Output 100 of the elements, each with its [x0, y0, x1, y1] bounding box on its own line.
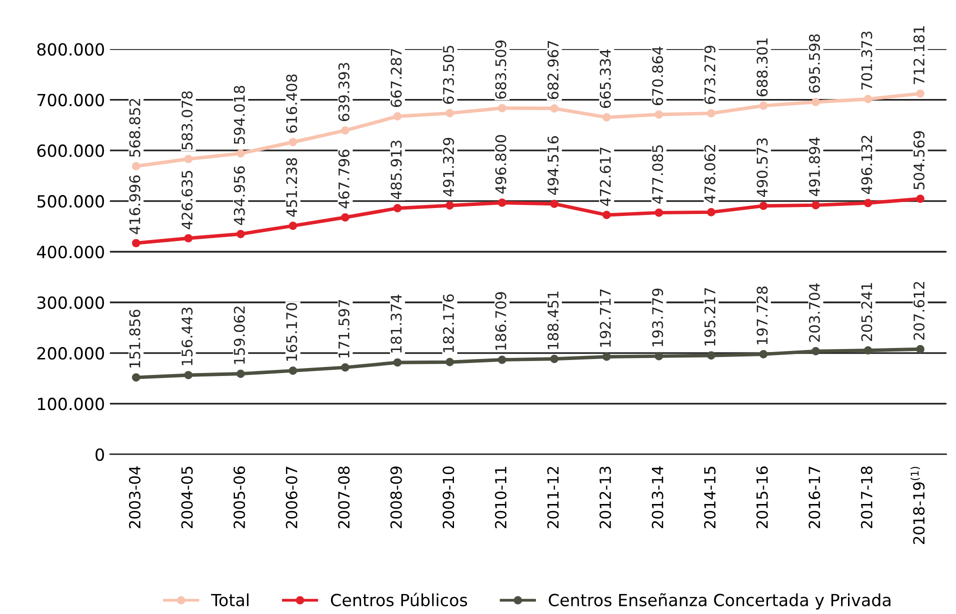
- point: [236, 149, 245, 158]
- x-tick-label: 2016-17: [808, 466, 820, 528]
- data-label: 568.852: [129, 99, 140, 157]
- data-label: 426.635: [182, 170, 193, 230]
- point: [184, 370, 193, 380]
- x-tick-label: 2010-11: [494, 466, 506, 528]
- data-label: 594.018: [234, 86, 245, 144]
- x-tick-label: 2008-09: [390, 466, 402, 528]
- data-label: 205.241: [861, 283, 872, 341]
- point: [759, 102, 768, 110]
- data-label: 188.451: [548, 292, 559, 349]
- x-tick-label: 2007-08: [338, 466, 350, 528]
- point: [446, 358, 454, 366]
- y-tick-label: 100.000: [38, 398, 104, 410]
- data-label: 673.505: [442, 46, 454, 104]
- data-label: 156.443: [182, 308, 193, 366]
- point: [759, 350, 768, 358]
- point: [498, 198, 506, 207]
- point: [916, 194, 924, 203]
- point: [707, 208, 716, 216]
- point: [602, 113, 611, 122]
- point: [707, 351, 716, 360]
- y-tick-label: 500.000: [37, 195, 104, 208]
- point: [812, 201, 820, 210]
- point: [446, 201, 454, 210]
- data-label: 434.956: [234, 166, 245, 225]
- y-tick-label: 700.000: [38, 94, 104, 106]
- data-label: 491.329: [442, 138, 454, 196]
- point: [550, 104, 558, 113]
- x-tick-label: 2014-15: [704, 466, 716, 528]
- point: [288, 366, 298, 375]
- x-tick-label: 2004-05: [181, 466, 193, 528]
- point: [184, 154, 193, 164]
- data-label: 477.085: [652, 145, 664, 204]
- data-label: 193.779: [652, 288, 664, 346]
- data-label: 195.217: [704, 288, 716, 346]
- y-tick-label: 300.000: [37, 296, 104, 309]
- data-label: 496.132: [861, 136, 872, 194]
- legend-label: Total: [211, 593, 248, 606]
- data-label: 186.709: [495, 292, 506, 350]
- data-label: 159.062: [234, 306, 245, 364]
- data-label: 171.597: [338, 300, 350, 358]
- point: [707, 109, 716, 118]
- point: [550, 200, 558, 208]
- point: [654, 110, 664, 119]
- point: [654, 208, 664, 217]
- point: [288, 222, 298, 230]
- data-label: 485.913: [390, 140, 402, 200]
- data-label: 670.864: [652, 46, 664, 106]
- point: [341, 363, 350, 372]
- point: [916, 345, 924, 354]
- y-tick-label: 600.000: [37, 144, 104, 157]
- data-label: 682.967: [548, 41, 559, 100]
- point: [602, 210, 611, 220]
- x-tick-label: 2013-14: [652, 466, 664, 528]
- y-tick-label: 400.000: [36, 246, 104, 258]
- x-tick-label: 2015-16: [756, 466, 768, 528]
- data-label: 494.516: [548, 136, 559, 195]
- data-label: 688.301: [756, 38, 768, 96]
- data-label: 683.509: [495, 40, 506, 99]
- data-label: 616.408: [286, 74, 298, 133]
- point: [654, 352, 664, 360]
- point: [759, 202, 768, 210]
- point: [393, 358, 402, 367]
- data-label: 181.374: [390, 294, 402, 353]
- point: [602, 352, 611, 361]
- data-label: 192.717: [600, 289, 611, 347]
- point: [916, 89, 924, 98]
- point: [236, 370, 245, 378]
- data-label: 467.796: [338, 150, 350, 208]
- data-label: 496.800: [495, 135, 506, 194]
- data-label: 712.181: [914, 26, 925, 84]
- point: [498, 104, 506, 112]
- x-tick-label: 2017-18: [860, 466, 872, 528]
- point: [393, 204, 402, 212]
- data-label: 416.996: [129, 175, 140, 234]
- legend-label: Centros Enseñanza Concertada y Privada: [548, 593, 890, 610]
- x-tick-label: 2009-10: [442, 466, 454, 528]
- point: [812, 98, 820, 106]
- data-label: 701.373: [861, 32, 872, 90]
- data-label: 182.176: [442, 294, 454, 352]
- point: [498, 356, 506, 364]
- y-tick-label: 800.000: [37, 43, 104, 56]
- data-label: 695.598: [808, 34, 820, 93]
- x-tick-label: 2018-19$^{(1)}$: [910, 466, 925, 544]
- point: [864, 198, 872, 208]
- data-label: 491.894: [808, 137, 820, 196]
- data-label: 639.393: [338, 63, 350, 122]
- data-label: 478.062: [704, 145, 716, 204]
- x-tick-label: 2003-04: [128, 466, 141, 528]
- data-label: 665.334: [600, 50, 611, 108]
- point: [393, 112, 402, 121]
- point: [341, 213, 350, 222]
- x-tick-label: 2005-06: [234, 466, 246, 528]
- x-tick-label: 2006-07: [286, 466, 298, 528]
- point: [132, 162, 140, 170]
- data-label: 197.728: [756, 286, 768, 344]
- data-label: 472.617: [600, 148, 611, 206]
- legend-label: Centros Públicos: [330, 592, 468, 606]
- point: [236, 230, 245, 238]
